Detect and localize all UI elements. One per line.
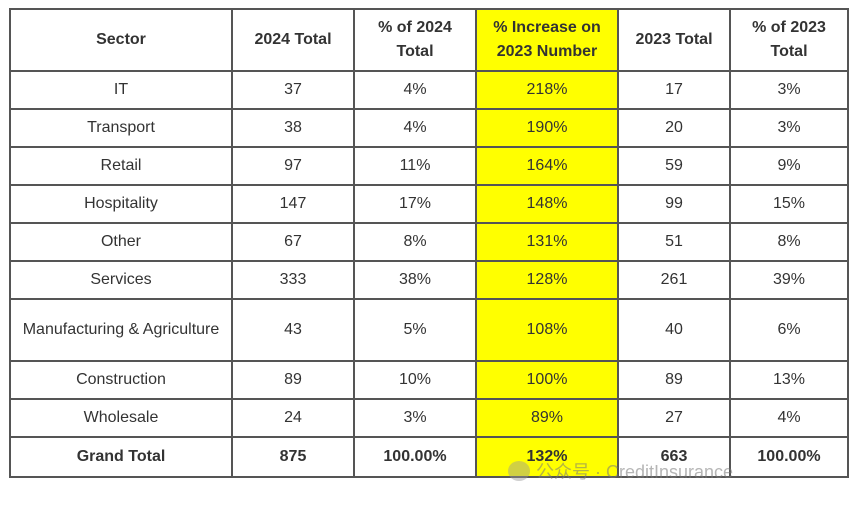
cell-pct-2023: 15% — [729, 184, 849, 224]
cell-2023-total: 663 — [617, 436, 731, 478]
cell-sector: Services — [9, 260, 233, 300]
cell-pct-2024: 8% — [353, 222, 477, 262]
table-row: Hospitality 147 17% 148% 99 15% — [9, 184, 849, 224]
cell-sector: Construction — [9, 360, 233, 400]
cell-2024-total: 38 — [231, 108, 355, 148]
sector-table-wrapper: Sector 2024 Total % of 2024 Total % Incr… — [9, 8, 849, 478]
cell-pct-increase: 128% — [475, 260, 619, 300]
cell-2023-total: 17 — [617, 70, 731, 110]
cell-pct-increase: 132% — [475, 436, 619, 478]
cell-2024-total: 875 — [231, 436, 355, 478]
cell-2023-total: 89 — [617, 360, 731, 400]
cell-pct-2023: 3% — [729, 70, 849, 110]
table-row: Other 67 8% 131% 51 8% — [9, 222, 849, 262]
cell-pct-2024: 5% — [353, 298, 477, 362]
cell-2024-total: 89 — [231, 360, 355, 400]
cell-pct-2024: 17% — [353, 184, 477, 224]
cell-pct-increase: 108% — [475, 298, 619, 362]
table-header-row: Sector 2024 Total % of 2024 Total % Incr… — [9, 8, 849, 72]
cell-2023-total: 99 — [617, 184, 731, 224]
header-pct-increase: % Increase on 2023 Number — [475, 8, 619, 72]
cell-2024-total: 24 — [231, 398, 355, 438]
cell-sector: IT — [9, 70, 233, 110]
table-row: Wholesale 24 3% 89% 27 4% — [9, 398, 849, 438]
table-row: Transport 38 4% 190% 20 3% — [9, 108, 849, 148]
cell-pct-2024: 4% — [353, 108, 477, 148]
cell-pct-2024: 4% — [353, 70, 477, 110]
table-row: Services 333 38% 128% 261 39% — [9, 260, 849, 300]
cell-pct-2023: 100.00% — [729, 436, 849, 478]
cell-sector: Transport — [9, 108, 233, 148]
cell-2024-total: 67 — [231, 222, 355, 262]
header-2024-total: 2024 Total — [231, 8, 355, 72]
cell-pct-2024: 100.00% — [353, 436, 477, 478]
cell-2024-total: 97 — [231, 146, 355, 186]
cell-2024-total: 43 — [231, 298, 355, 362]
cell-2024-total: 147 — [231, 184, 355, 224]
cell-pct-increase: 100% — [475, 360, 619, 400]
cell-2023-total: 261 — [617, 260, 731, 300]
cell-pct-increase: 218% — [475, 70, 619, 110]
cell-sector: Other — [9, 222, 233, 262]
cell-pct-2023: 13% — [729, 360, 849, 400]
cell-sector: Manufacturing & Agriculture — [9, 298, 233, 362]
cell-pct-2023: 39% — [729, 260, 849, 300]
header-sector: Sector — [9, 8, 233, 72]
cell-pct-2023: 3% — [729, 108, 849, 148]
cell-pct-2023: 4% — [729, 398, 849, 438]
cell-2024-total: 37 — [231, 70, 355, 110]
cell-sector: Wholesale — [9, 398, 233, 438]
cell-pct-increase: 164% — [475, 146, 619, 186]
cell-sector: Retail — [9, 146, 233, 186]
cell-2023-total: 51 — [617, 222, 731, 262]
cell-pct-increase: 190% — [475, 108, 619, 148]
grand-total-row: Grand Total 875 100.00% 132% 663 100.00% — [9, 436, 849, 478]
table-row: IT 37 4% 218% 17 3% — [9, 70, 849, 110]
cell-pct-2024: 11% — [353, 146, 477, 186]
cell-2023-total: 59 — [617, 146, 731, 186]
cell-2023-total: 27 — [617, 398, 731, 438]
cell-2024-total: 333 — [231, 260, 355, 300]
header-pct-2023-total: % of 2023 Total — [729, 8, 849, 72]
cell-pct-increase: 89% — [475, 398, 619, 438]
cell-pct-2024: 38% — [353, 260, 477, 300]
sector-comparison-table: Sector 2024 Total % of 2024 Total % Incr… — [9, 8, 849, 478]
header-2023-total: 2023 Total — [617, 8, 731, 72]
cell-pct-2024: 10% — [353, 360, 477, 400]
cell-pct-2023: 8% — [729, 222, 849, 262]
cell-sector: Grand Total — [9, 436, 233, 478]
header-pct-2024-total: % of 2024 Total — [353, 8, 477, 72]
cell-pct-2023: 9% — [729, 146, 849, 186]
table-row: Manufacturing & Agriculture 43 5% 108% 4… — [9, 298, 849, 362]
table-row: Construction 89 10% 100% 89 13% — [9, 360, 849, 400]
cell-pct-increase: 148% — [475, 184, 619, 224]
cell-2023-total: 40 — [617, 298, 731, 362]
cell-pct-2023: 6% — [729, 298, 849, 362]
cell-pct-2024: 3% — [353, 398, 477, 438]
cell-2023-total: 20 — [617, 108, 731, 148]
cell-pct-increase: 131% — [475, 222, 619, 262]
table-row: Retail 97 11% 164% 59 9% — [9, 146, 849, 186]
cell-sector: Hospitality — [9, 184, 233, 224]
